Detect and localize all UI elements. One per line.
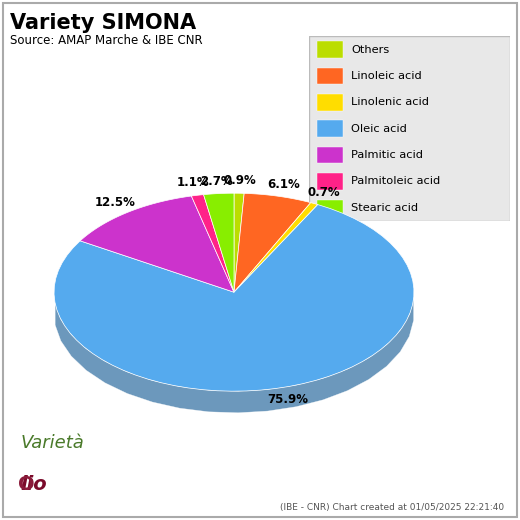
Text: 0.7%: 0.7% <box>308 186 340 199</box>
Text: lio: lio <box>21 475 47 494</box>
Bar <box>317 121 343 137</box>
Text: 12.5%: 12.5% <box>95 196 135 209</box>
Text: Varietà: Varietà <box>21 434 85 452</box>
Polygon shape <box>234 193 244 292</box>
Bar <box>317 147 343 163</box>
Text: Stearic acid: Stearic acid <box>352 203 419 213</box>
Polygon shape <box>80 196 234 292</box>
Bar <box>317 200 343 216</box>
Text: Oleic acid: Oleic acid <box>352 124 407 134</box>
Text: 1.1%: 1.1% <box>177 176 210 189</box>
Text: 75.9%: 75.9% <box>267 393 308 406</box>
FancyBboxPatch shape <box>309 36 510 221</box>
Polygon shape <box>55 298 413 413</box>
Text: (IBE - CNR) Chart created at 01/05/2025 22:21:40: (IBE - CNR) Chart created at 01/05/2025 … <box>280 503 504 512</box>
Bar <box>317 41 343 58</box>
Text: 6.1%: 6.1% <box>267 177 300 190</box>
Text: O: O <box>18 475 35 494</box>
Text: Linolenic acid: Linolenic acid <box>352 97 430 107</box>
Polygon shape <box>203 193 234 292</box>
Bar <box>317 173 343 190</box>
Text: 0.9%: 0.9% <box>223 174 256 187</box>
Text: Variety SIMONA: Variety SIMONA <box>10 13 197 33</box>
Polygon shape <box>191 194 234 292</box>
Text: Others: Others <box>352 45 389 55</box>
Text: Source: AMAP Marche & IBE CNR: Source: AMAP Marche & IBE CNR <box>10 34 203 47</box>
Bar <box>317 68 343 84</box>
Polygon shape <box>234 203 318 292</box>
Text: Linoleic acid: Linoleic acid <box>352 71 422 81</box>
Bar <box>317 94 343 111</box>
Text: Palmitoleic acid: Palmitoleic acid <box>352 176 440 187</box>
Polygon shape <box>54 204 414 391</box>
Polygon shape <box>234 193 311 292</box>
Text: Palmitic acid: Palmitic acid <box>352 150 423 160</box>
Text: 2.7%: 2.7% <box>201 175 233 188</box>
